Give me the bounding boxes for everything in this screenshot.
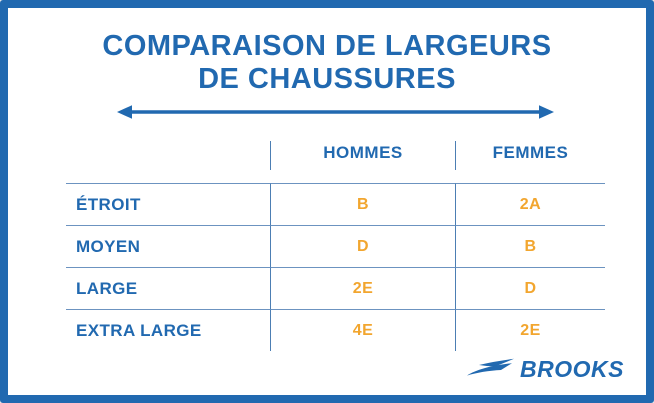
value-etroit-femmes: 2A	[455, 183, 605, 225]
value-etroit-hommes: B	[270, 183, 455, 225]
value-large-femmes: D	[455, 267, 605, 309]
double-arrow-icon	[117, 103, 554, 121]
title-line-1: COMPARAISON DE LARGEURS	[102, 30, 552, 62]
row-label-etroit: ÉTROIT	[66, 183, 270, 225]
table-header-femmes: FEMMES	[455, 141, 605, 170]
brooks-swoosh-icon	[467, 357, 515, 382]
value-extra-large-femmes: 2E	[455, 309, 605, 351]
value-moyen-hommes: D	[270, 225, 455, 267]
table-header-hommes: HOMMES	[270, 141, 455, 170]
table-header-empty	[66, 141, 270, 170]
brooks-wordmark: BROOKS	[520, 356, 624, 382]
row-label-moyen: MOYEN	[66, 225, 270, 267]
title-line-2: DE CHAUSSURES	[198, 63, 456, 95]
value-extra-large-hommes: 4E	[270, 309, 455, 351]
value-moyen-femmes: B	[455, 225, 605, 267]
row-label-large: LARGE	[66, 267, 270, 309]
brooks-logo: BROOKS	[467, 356, 624, 383]
width-comparison-table: HOMMES FEMMES ÉTROIT B 2A MOYEN D B LARG…	[66, 141, 605, 351]
value-large-hommes: 2E	[270, 267, 455, 309]
page-title: COMPARAISON DE LARGEURS DE CHAUSSURES	[8, 30, 646, 96]
row-label-extra-large: EXTRA LARGE	[66, 309, 270, 351]
